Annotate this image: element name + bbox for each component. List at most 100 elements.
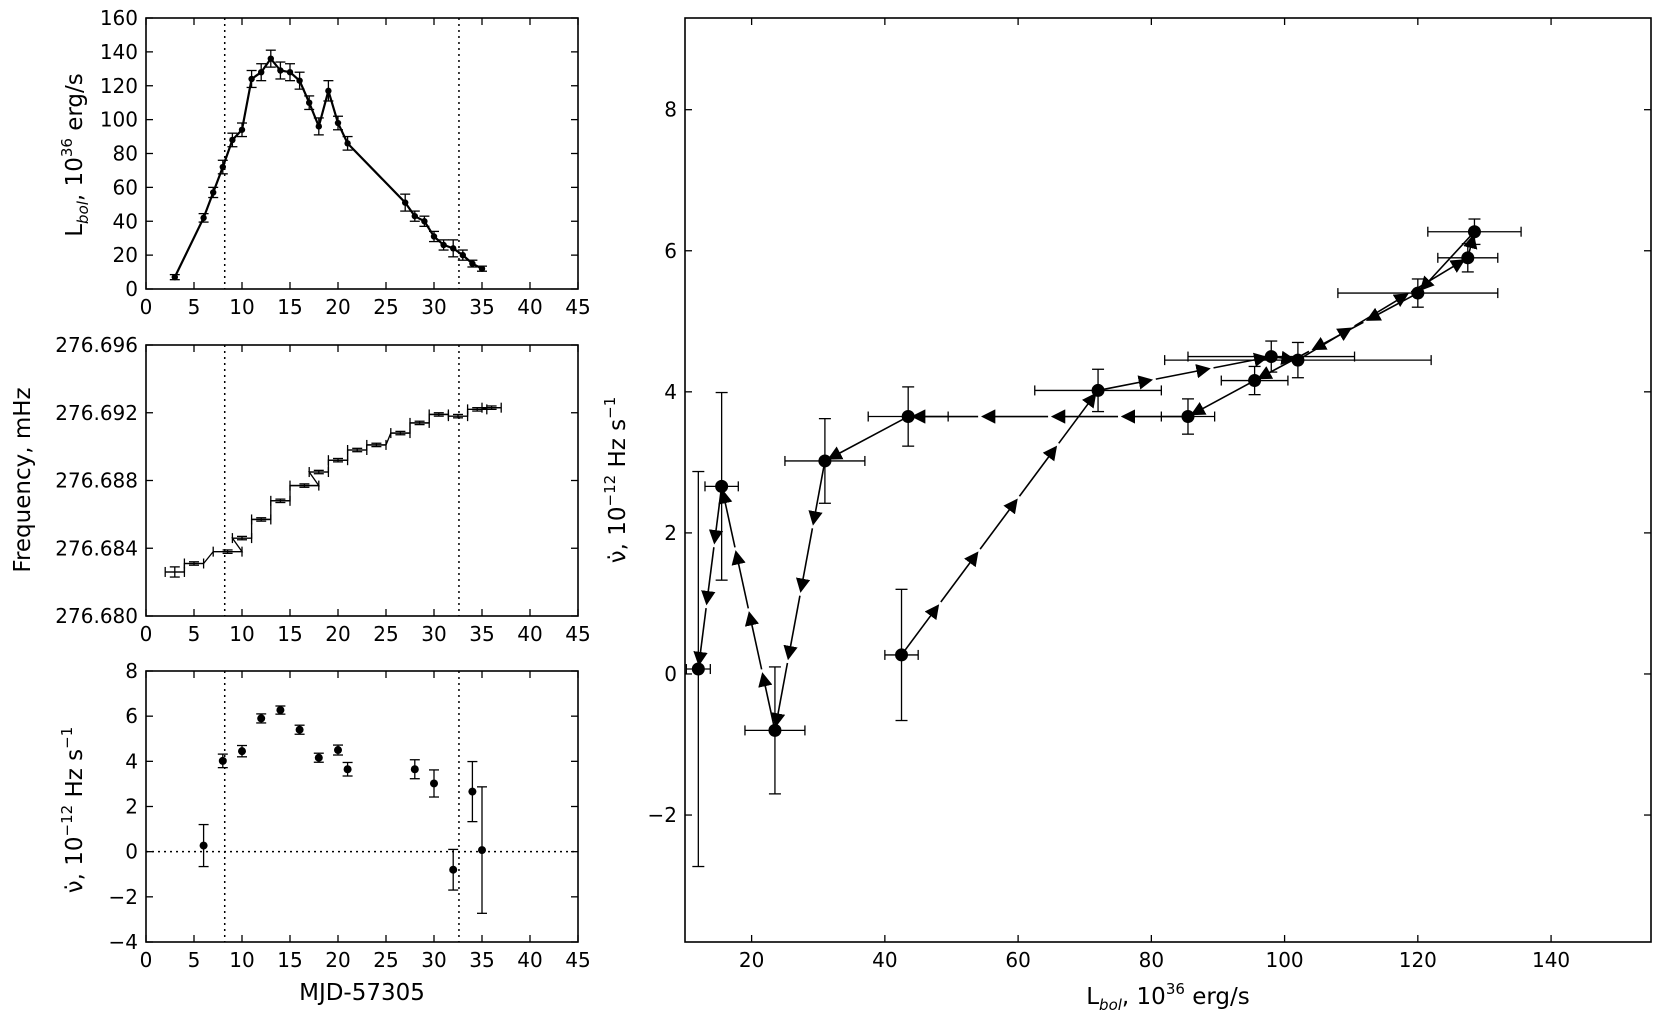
trajectory-arrow xyxy=(900,604,940,656)
trajectory-arrow xyxy=(1058,392,1097,444)
nudot-lbol-xlabel-rest: , 10 xyxy=(1122,984,1166,1010)
nudot-point xyxy=(199,841,208,850)
x-tick-label: 40 xyxy=(872,948,897,972)
nudot-lbol-ylabel-sup: −12 xyxy=(601,475,619,507)
luminosity-panel: 0 5 10 15 20 25 30 35 40 45020406080100120140160 … xyxy=(58,6,591,319)
lbol-point xyxy=(901,410,915,424)
trajectory-arrow xyxy=(744,611,763,670)
x-tick-label: 15 xyxy=(277,295,302,319)
trajectory-arrow xyxy=(718,489,736,548)
y-tick-label: 80 xyxy=(113,142,138,166)
lbol-point xyxy=(715,479,729,493)
trajectory-arrow xyxy=(693,608,708,667)
trajectory-arrow xyxy=(1365,292,1419,321)
lbol-point xyxy=(1264,350,1278,364)
y-tick-label: 8 xyxy=(125,659,138,683)
trajectory-arrow xyxy=(1097,375,1154,392)
nudot-lbol-panel: 20 40 60 80 100 120 140 −2 0 2 4 6 8 ν̇, 10−12 Hz s−… xyxy=(601,17,1652,1014)
x-tick-label: 25 xyxy=(373,948,398,972)
nudot-point xyxy=(257,714,266,723)
x-tick-label: 40 xyxy=(517,948,542,972)
luminosity-point xyxy=(430,233,438,240)
nudot-point xyxy=(430,779,438,788)
y-tick-label: 20 xyxy=(113,243,138,267)
y-tick-label: 40 xyxy=(113,209,138,233)
nudot-point xyxy=(449,865,458,874)
nudot-time-ylabel-sup: −12 xyxy=(58,805,76,837)
x-tick-label: 30 xyxy=(421,295,446,319)
y-tick-label: 140 xyxy=(100,40,138,64)
lbol-point xyxy=(1091,383,1105,397)
y-tick-label: 0 xyxy=(125,277,138,301)
luminosity-plot-area xyxy=(169,18,487,289)
trajectory-arrow xyxy=(1311,321,1364,351)
y-tick-label: 6 xyxy=(125,704,138,728)
x-tick-label: 5 xyxy=(188,622,201,646)
luminosity-point xyxy=(402,199,409,206)
trajectory-arrow xyxy=(758,672,776,731)
y-tick-label: 100 xyxy=(100,108,138,132)
luminosity-point xyxy=(200,214,207,222)
nudot-point xyxy=(295,725,304,734)
luminosity-ylabel-rest: , 10 xyxy=(62,157,88,201)
y-tick-label: 4 xyxy=(664,380,677,404)
y-tick-label: 276.680 xyxy=(55,604,138,628)
y-tick-label: −2 xyxy=(648,803,677,827)
trajectory-arrow xyxy=(708,486,724,545)
luminosity-point xyxy=(267,55,274,62)
lbol-point xyxy=(1181,410,1195,424)
nudot-lbol-xlabel-sup: 36 xyxy=(1166,980,1185,998)
nudot-time-ticks: 0 5 10 15 20 25 30 35 40 45 −4 −2 0 2 4 6 8 xyxy=(109,659,591,972)
luminosity-point xyxy=(171,273,178,281)
nudot-lbol-xlabel-main: L xyxy=(1086,984,1099,1010)
luminosity-point xyxy=(210,189,217,196)
y-tick-label: −2 xyxy=(109,885,138,909)
x-tick-label: 20 xyxy=(325,295,350,319)
x-tick-label: 0 xyxy=(140,948,153,972)
y-tick-label: 276.684 xyxy=(55,536,138,560)
luminosity-point xyxy=(229,136,236,144)
trajectory-arrow xyxy=(795,528,814,593)
luminosity-point xyxy=(344,140,351,147)
nudot-time-ylabel-main: ν̇, 10 xyxy=(62,837,88,894)
nudot-point xyxy=(238,747,246,756)
x-tick-label: 20 xyxy=(325,622,350,646)
x-tick-label: 40 xyxy=(517,295,542,319)
nudot-point xyxy=(218,756,227,765)
luminosity-point xyxy=(219,163,226,171)
x-tick-label: 100 xyxy=(1265,948,1303,972)
nudot-lbol-ticks: 20 40 60 80 100 120 140 −2 0 2 4 6 8 xyxy=(648,18,1651,972)
trajectory-arrow xyxy=(827,415,909,460)
lbol-point xyxy=(1291,353,1305,367)
x-tick-label: 10 xyxy=(229,622,254,646)
x-tick-label: 20 xyxy=(325,948,350,972)
y-tick-label: 276.696 xyxy=(55,333,138,357)
x-tick-label: 45 xyxy=(565,948,590,972)
x-tick-label: 5 xyxy=(188,295,201,319)
trajectory-arrow xyxy=(1354,293,1409,327)
x-tick-label: 25 xyxy=(373,295,398,319)
nudot-time-panel: 0 5 10 15 20 25 30 35 40 45 −4 −2 0 2 4 6 8 ν̇, 10−12 Hz… xyxy=(58,659,591,1006)
lbol-point xyxy=(1467,225,1481,239)
nudot-point xyxy=(334,746,342,755)
x-tick-label: 35 xyxy=(469,295,494,319)
luminosity-point xyxy=(296,77,303,84)
luminosity-ylabel-main: L xyxy=(62,224,88,237)
nudot-lbol-xlabel: Lbol, 1036 erg/s xyxy=(1086,980,1250,1014)
x-tick-label: 10 xyxy=(229,295,254,319)
y-tick-label: −4 xyxy=(109,930,138,954)
luminosity-ylabel: Lbol, 1036 erg/s xyxy=(58,73,92,237)
x-tick-label: 30 xyxy=(421,622,446,646)
lbol-point xyxy=(1461,251,1475,265)
trajectory-arrow xyxy=(1419,231,1476,292)
nudot-time-axes-frame xyxy=(145,670,579,943)
luminosity-ylabel-sub: bol xyxy=(74,200,92,224)
luminosity-point xyxy=(450,245,457,252)
trajectory-arrow xyxy=(1018,445,1058,497)
nudot-point xyxy=(478,846,486,855)
x-tick-label: 35 xyxy=(469,948,494,972)
nudot-lbol-axes-frame xyxy=(684,17,1652,943)
y-tick-label: 0 xyxy=(125,840,138,864)
x-tick-label: 25 xyxy=(373,622,398,646)
